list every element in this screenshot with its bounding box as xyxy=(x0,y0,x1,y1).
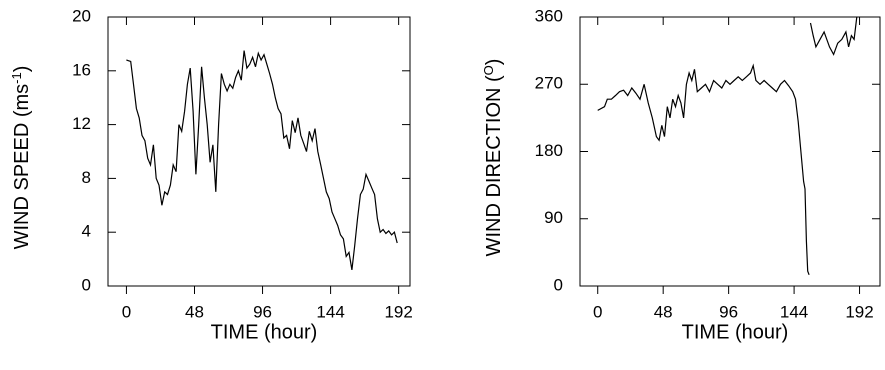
y-tick-label: 180 xyxy=(535,141,563,160)
x-tick-label: 144 xyxy=(316,302,344,321)
x-tick-label: 48 xyxy=(654,302,673,321)
x-axis-label: TIME (hour) xyxy=(211,321,318,343)
y-label-end: ) xyxy=(11,66,33,73)
y-tick-label: 16 xyxy=(72,60,91,79)
x-tick-label: 144 xyxy=(780,302,808,321)
data-line xyxy=(126,50,398,270)
x-tick-label: 96 xyxy=(253,302,272,321)
y-tick-label: 360 xyxy=(535,6,563,25)
plot-frame xyxy=(107,16,411,287)
y-axis-label: WIND DIRECTION (O) xyxy=(481,59,506,257)
y-label-end: ) xyxy=(483,59,505,66)
y-tick-label: 0 xyxy=(554,275,563,294)
data-line xyxy=(597,16,858,276)
y-tick-label: 0 xyxy=(82,275,91,294)
y-tick-label: 8 xyxy=(82,168,91,187)
y-axis-label: WIND SPEED (ms-1) xyxy=(9,66,34,250)
x-tick-label: 48 xyxy=(185,302,204,321)
x-tick-label: 192 xyxy=(384,302,412,321)
y-tick-label: 20 xyxy=(72,6,91,25)
y-tick-label: 270 xyxy=(535,74,563,93)
y-label-sup: -1 xyxy=(9,72,24,84)
plot-frame xyxy=(579,16,881,287)
x-axis-label: TIME (hour) xyxy=(682,321,789,343)
y-tick-label: 12 xyxy=(72,114,91,133)
y-label-text: WIND DIRECTION ( xyxy=(483,75,505,256)
x-tick-label: 192 xyxy=(845,302,873,321)
x-tick-label: 0 xyxy=(593,302,602,321)
y-label-sup: O xyxy=(481,65,496,75)
x-tick-label: 0 xyxy=(122,302,131,321)
y-label-text: WIND SPEED (ms xyxy=(11,84,33,250)
x-tick-label: 96 xyxy=(719,302,738,321)
y-tick-label: 90 xyxy=(544,208,563,227)
y-tick-label: 4 xyxy=(82,222,91,241)
